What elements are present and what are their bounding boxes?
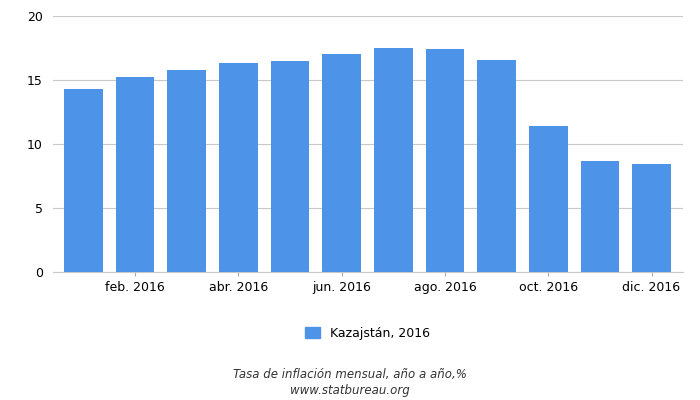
Bar — [426, 49, 464, 272]
Legend: Kazajstán, 2016: Kazajstán, 2016 — [305, 327, 430, 340]
Bar — [219, 63, 258, 272]
Bar — [167, 70, 206, 272]
Bar — [374, 48, 413, 272]
Bar — [64, 89, 103, 272]
Bar — [477, 60, 516, 272]
Bar — [116, 78, 155, 272]
Bar — [529, 126, 568, 272]
Bar — [322, 54, 361, 272]
Bar — [580, 161, 620, 272]
Bar — [632, 164, 671, 272]
Bar — [271, 61, 309, 272]
Text: www.statbureau.org: www.statbureau.org — [290, 384, 410, 397]
Text: Tasa de inflación mensual, año a año,%: Tasa de inflación mensual, año a año,% — [233, 368, 467, 381]
